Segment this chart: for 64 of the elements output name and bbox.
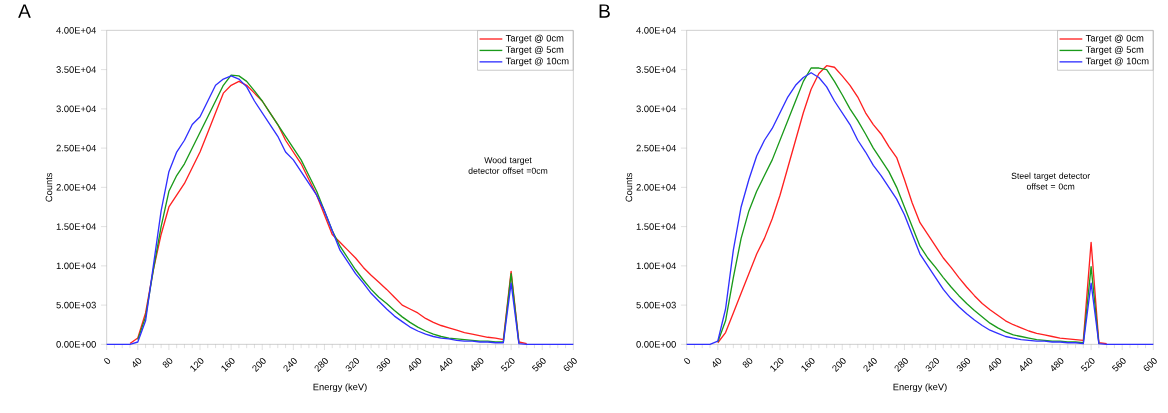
y-tick-label: 2.00E+04: [636, 183, 676, 191]
x-tick-label: 600: [563, 357, 577, 371]
chart-title: A: [18, 4, 31, 18]
x-tick-label: 520: [500, 357, 515, 372]
x-tick-label: 0: [684, 357, 691, 364]
y-axis-title: Counts: [45, 172, 53, 202]
x-axis-title: Energy (keV): [313, 383, 367, 392]
y-tick-label: 3.00E+04: [636, 105, 676, 112]
y-tick-label: 0.00E+00: [56, 340, 96, 348]
x-tick-label: 160: [801, 357, 815, 372]
x-tick-label: 360: [376, 357, 391, 372]
x-axis-title: Energy (keV): [893, 383, 947, 392]
x-tick-label: 440: [1020, 357, 1033, 371]
y-tick-label: 1.50E+04: [56, 223, 96, 230]
legend-label: Target @ 5cm: [505, 45, 564, 55]
x-tick-label: 400: [989, 357, 1002, 371]
x-tick-label: 240: [283, 357, 297, 372]
x-tick-label: 80: [742, 357, 753, 368]
legend-label: Target @ 0cm: [505, 34, 564, 44]
x-tick-label: 120: [770, 357, 784, 372]
x-tick-label: 200: [832, 357, 846, 372]
x-tick-label: 160: [221, 357, 235, 372]
y-tick-label: 3.50E+04: [56, 66, 96, 73]
x-tick-label: 520: [1080, 357, 1095, 372]
y-tick-label: 2.50E+04: [636, 144, 676, 152]
x-tick-label: 360: [956, 357, 971, 372]
annotation: Wood target detector offset =0cm: [468, 156, 548, 174]
legend-label: Target @ 5cm: [1085, 45, 1144, 55]
y-tick-label: 3.50E+04: [636, 66, 676, 73]
legend-label: Target @ 10cm: [1085, 57, 1149, 67]
chart-title: B: [599, 4, 610, 18]
x-tick-label: 200: [252, 357, 266, 372]
legend-label: Target @ 0cm: [1085, 34, 1144, 44]
x-tick-label: 600: [1143, 357, 1157, 371]
y-tick-label: 5.00E+03: [56, 301, 96, 309]
y-tick-label: 3.00E+04: [56, 105, 96, 112]
y-axis-title: Counts: [625, 172, 633, 202]
x-tick-label: 400: [409, 357, 422, 371]
x-tick-label: 440: [440, 357, 453, 371]
y-tick-label: 2.00E+04: [56, 183, 96, 191]
y-tick-label: 1.00E+04: [636, 262, 676, 269]
y-tick-label: 5.00E+03: [636, 301, 676, 309]
x-tick-label: 560: [1111, 357, 1126, 372]
y-tick-label: 4.00E+04: [56, 26, 96, 34]
annotation: Steel target detector offset = 0cm: [1011, 172, 1090, 190]
x-tick-label: 320: [925, 357, 939, 372]
x-tick-label: 280: [314, 357, 328, 372]
x-tick-label: 480: [471, 357, 484, 371]
x-tick-label: 240: [863, 357, 877, 372]
legend-label: Target @ 10cm: [505, 57, 569, 67]
x-tick-label: 40: [132, 357, 142, 368]
x-tick-label: 560: [531, 357, 546, 372]
y-tick-label: 1.00E+04: [56, 262, 96, 269]
x-tick-label: 280: [894, 357, 908, 372]
x-tick-label: 480: [1051, 357, 1064, 371]
x-tick-label: 80: [162, 357, 173, 368]
y-tick-label: 4.00E+04: [636, 26, 676, 34]
y-tick-label: 1.50E+04: [636, 223, 676, 230]
y-tick-label: 2.50E+04: [56, 144, 96, 152]
x-tick-label: 120: [190, 357, 204, 372]
x-tick-label: 320: [345, 357, 359, 372]
y-tick-label: 0.00E+00: [636, 340, 676, 348]
x-tick-label: 0: [104, 357, 111, 364]
x-tick-label: 40: [712, 357, 722, 368]
